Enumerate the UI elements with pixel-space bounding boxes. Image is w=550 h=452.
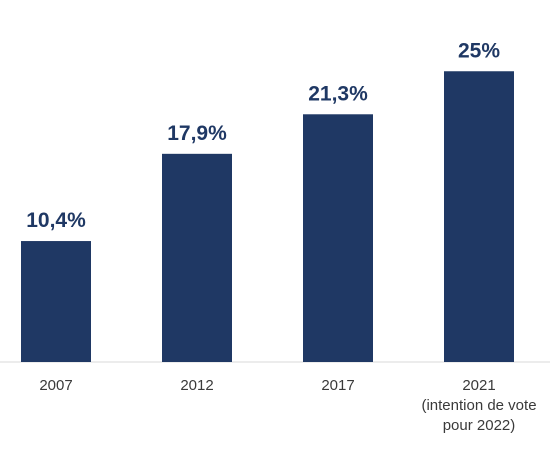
bars-group — [21, 71, 514, 362]
bar-1 — [162, 153, 232, 362]
data-label-0: 10,4% — [26, 209, 86, 232]
data-label-1: 17,9% — [167, 122, 227, 145]
data-labels-group: 10,4% 17,9% 21,3% 25% — [26, 39, 500, 232]
x-tick-label-3-line-2: pour 2022) — [443, 417, 516, 434]
x-tick-label-3-line-0: 2021 — [462, 377, 495, 394]
x-tick-label-1-line-0: 2012 — [180, 377, 213, 394]
data-label-3: 25% — [458, 39, 500, 62]
x-tick-label-2-line-0: 2017 — [321, 377, 354, 394]
bar-2 — [303, 114, 373, 362]
x-tick-label-0-line-0: 2007 — [39, 377, 72, 394]
data-label-2: 21,3% — [308, 82, 368, 105]
x-tick-label-3-line-1: (intention de vote — [421, 397, 536, 414]
x-tick-labels-group: 2007 2012 2017 2021 (intention de vote pour 2… — [39, 377, 536, 434]
bar-3 — [444, 71, 514, 362]
bar-0 — [21, 241, 91, 362]
